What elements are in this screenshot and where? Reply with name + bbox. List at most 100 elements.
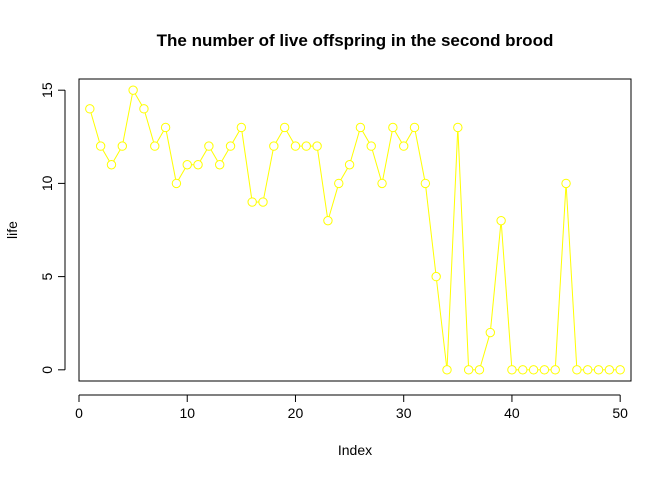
- y-axis: 0 5 10 15: [39, 82, 66, 374]
- data-point: [171, 178, 182, 189]
- data-point: [193, 160, 203, 170]
- data-point: [561, 178, 571, 189]
- series-line-segment: [328, 187, 339, 217]
- data-point: [215, 160, 225, 170]
- data-point: [463, 365, 474, 375]
- series-line-segment: [286, 130, 294, 143]
- data-point: [583, 365, 593, 375]
- series-line-segment: [275, 130, 283, 143]
- series-line-segment: [178, 168, 186, 181]
- series-line-segment: [350, 131, 360, 161]
- data-point: [128, 85, 138, 95]
- data-point: [388, 122, 398, 133]
- series-line-segment: [446, 131, 459, 366]
- data-point: [160, 122, 171, 133]
- series-line-segment: [490, 224, 502, 329]
- data-point: [572, 365, 582, 375]
- series-line-segment: [565, 187, 578, 366]
- data-point: [279, 122, 290, 133]
- data-point: [95, 141, 106, 151]
- y-tick-label: 15: [39, 82, 55, 98]
- data-point: [593, 365, 604, 375]
- data-point: [409, 122, 420, 133]
- x-tick-label: 30: [396, 405, 412, 421]
- data-point: [312, 141, 322, 151]
- series-line-segment: [457, 131, 469, 366]
- plot-frame: [78, 78, 632, 382]
- data-point: [334, 178, 344, 189]
- series-line-segment: [165, 131, 177, 180]
- y-tick-label: 5: [39, 273, 55, 281]
- data-point: [442, 365, 452, 375]
- data-point: [117, 141, 127, 151]
- series-line-segment: [232, 130, 240, 143]
- x-tick-label: 0: [75, 405, 83, 421]
- data-point: [507, 365, 517, 375]
- series-line-segment: [414, 131, 426, 180]
- series-line-segment: [425, 187, 437, 273]
- data-point: [615, 365, 625, 375]
- data-point: [420, 178, 431, 189]
- y-tick-label: 0: [39, 366, 55, 374]
- data-point: [204, 141, 214, 151]
- data-point: [236, 122, 247, 133]
- data-point: [301, 141, 311, 151]
- series-line-segment: [241, 131, 253, 198]
- series-line-segment: [382, 131, 393, 180]
- data-point: [399, 141, 409, 151]
- data-point: [139, 104, 149, 114]
- data-point: [290, 141, 301, 151]
- x-tick-label: 40: [504, 405, 520, 421]
- series-line-segment: [144, 112, 155, 143]
- series-line-segment: [263, 150, 274, 199]
- chart-title: The number of live offspring in the seco…: [157, 31, 554, 50]
- data-point: [528, 365, 539, 375]
- data-point: [518, 365, 528, 375]
- data-point: [182, 160, 192, 170]
- data-point: [344, 160, 355, 170]
- series-line-segment: [436, 280, 448, 366]
- series-line-segment: [134, 93, 143, 106]
- series-line-segment: [500, 224, 513, 366]
- x-tick-label: 20: [288, 405, 304, 421]
- series-line-segment: [113, 149, 121, 162]
- data-point: [355, 122, 366, 133]
- series-line-segment: [405, 130, 413, 143]
- series-line-segment: [362, 130, 370, 143]
- series-line-segment: [210, 149, 219, 162]
- x-tick-label: 50: [612, 405, 628, 421]
- series-line-segment: [371, 150, 382, 180]
- data-point: [225, 141, 236, 151]
- y-axis-label: life: [4, 221, 20, 239]
- data-point: [539, 365, 550, 375]
- x-axis-label: Index: [338, 442, 372, 458]
- data-point: [106, 160, 117, 170]
- series-line-segment: [90, 112, 100, 143]
- x-axis: 0 10 20 30 40 50: [75, 394, 628, 421]
- data-point: [323, 215, 333, 226]
- data-point: [604, 365, 615, 375]
- series-line-segment: [340, 168, 348, 181]
- series-line-segment: [317, 150, 328, 217]
- data-point: [85, 104, 95, 114]
- data-point: [431, 271, 441, 282]
- data-point: [269, 141, 279, 151]
- data-point: [377, 178, 387, 189]
- y-tick-label: 10: [39, 175, 55, 191]
- series-line-segment: [199, 149, 208, 162]
- data-point: [258, 197, 268, 207]
- series-line-segment: [480, 336, 490, 366]
- x-tick-label: 10: [179, 405, 195, 421]
- series-line-segment: [122, 94, 133, 143]
- data-point: [366, 141, 376, 151]
- data-point: [150, 141, 160, 151]
- data-point: [453, 122, 463, 133]
- data-point: [550, 365, 560, 375]
- series-line-segment: [394, 130, 403, 143]
- data-point: [247, 197, 257, 207]
- series-line-segment: [554, 187, 567, 366]
- series-line-segment: [221, 149, 229, 162]
- data-point: [496, 215, 506, 226]
- series-line-segment: [156, 130, 164, 143]
